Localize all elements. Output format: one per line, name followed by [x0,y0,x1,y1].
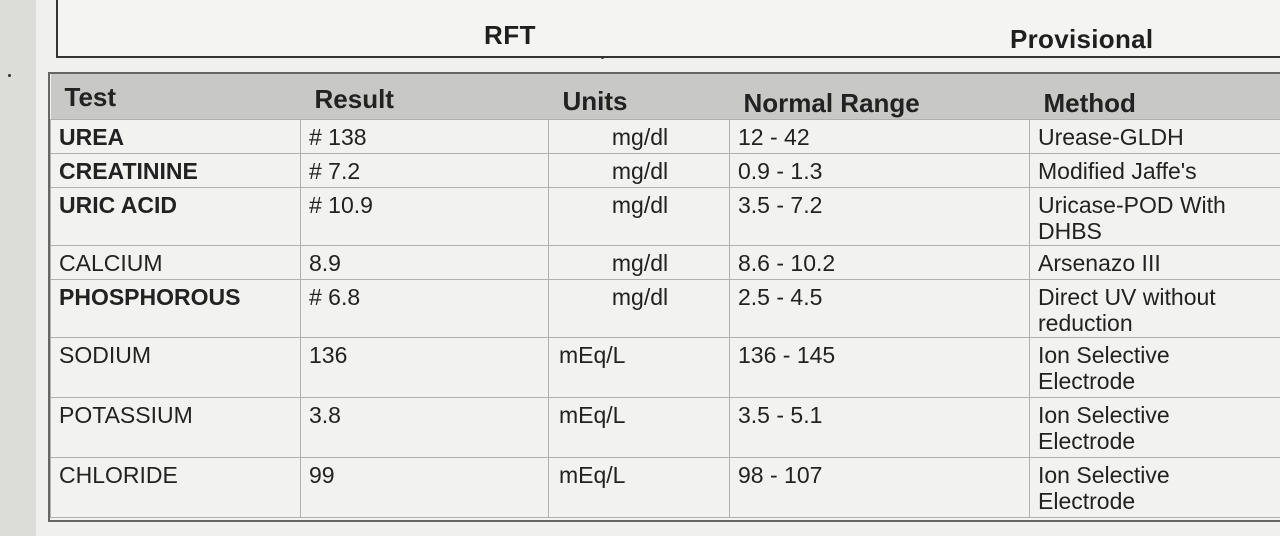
test-result: # 138 [300,119,549,154]
test-method: Ion Selective Electrode [1029,457,1280,518]
column-header-method: Method [1043,88,1136,118]
test-normal-range: 3.5 - 5.1 [729,397,1030,458]
test-name: POTASSIUM [50,397,301,458]
test-method: Urease-GLDH [1029,119,1280,154]
test-units: mg/dl [548,119,730,154]
table-row: SODIUM 136 mEq/L 136 - 145 Ion Selective… [50,337,1280,398]
table-row: CHLORIDE 99 mEq/L 98 - 107 Ion Selective… [50,457,1280,518]
test-result: 136 [300,337,549,398]
test-method: Ion Selective Electrode [1029,397,1280,458]
results-table-container: Test Result Units Normal Range Method UR… [48,72,1280,522]
test-method: Modified Jaffe's [1029,153,1280,188]
test-normal-range: 136 - 145 [729,337,1030,398]
test-name: CREATININE [50,153,301,188]
results-table: Test Result Units Normal Range Method UR… [50,74,1280,518]
test-normal-range: 0.9 - 1.3 [729,153,1030,188]
column-header-test: Test [64,82,117,112]
test-name: URIC ACID [50,187,301,246]
test-result: # 7.2 [300,153,549,188]
test-result: # 6.8 [300,279,549,338]
test-units: mg/dl [548,153,730,188]
report-status: Provisional [1010,24,1154,54]
test-method: Ion Selective Electrode [1029,337,1280,398]
test-name: PHOSPHOROUS [50,279,301,338]
paper-speck [601,56,604,59]
table-row: UREA # 138 mg/dl 12 - 42 Urease-GLDH [50,119,1280,154]
test-units: mg/dl [548,187,730,246]
report-header: RFT Provisional [56,0,1280,58]
test-method: Uricase-POD With DHBS [1029,187,1280,246]
table-row: PHOSPHOROUS # 6.8 mg/dl 2.5 - 4.5 Direct… [50,279,1280,338]
test-units: mEq/L [548,457,730,518]
test-normal-range: 98 - 107 [729,457,1030,518]
test-result: 8.9 [300,245,549,280]
test-result: 99 [300,457,549,518]
test-method: Arsenazo III [1029,245,1280,280]
test-result: 3.8 [300,397,549,458]
test-name: SODIUM [50,337,301,398]
column-header-normal-range: Normal Range [743,88,920,118]
table-row: URIC ACID # 10.9 mg/dl 3.5 - 7.2 Uricase… [50,187,1280,246]
column-header-result: Result [314,84,394,114]
test-normal-range: 2.5 - 4.5 [729,279,1030,338]
test-name: UREA [50,119,301,154]
report-title: RFT [484,20,537,50]
test-method: Direct UV without reduction [1029,279,1280,338]
test-name: CHLORIDE [50,457,301,518]
paper-speck [8,74,11,77]
test-units: mEq/L [548,397,730,458]
test-units: mEq/L [548,337,730,398]
test-normal-range: 8.6 - 10.2 [729,245,1030,280]
column-header-units: Units [562,86,628,116]
table-header-row: Test Result Units Normal Range Method [50,74,1280,120]
test-normal-range: 12 - 42 [729,119,1030,154]
test-result: # 10.9 [300,187,549,246]
test-name: CALCIUM [50,245,301,280]
test-normal-range: 3.5 - 7.2 [729,187,1030,246]
test-units: mg/dl [548,279,730,338]
test-units: mg/dl [548,245,730,280]
table-row: POTASSIUM 3.8 mEq/L 3.5 - 5.1 Ion Select… [50,397,1280,458]
table-row: CREATININE # 7.2 mg/dl 0.9 - 1.3 Modifie… [50,153,1280,188]
table-row: CALCIUM 8.9 mg/dl 8.6 - 10.2 Arsenazo II… [50,245,1280,280]
